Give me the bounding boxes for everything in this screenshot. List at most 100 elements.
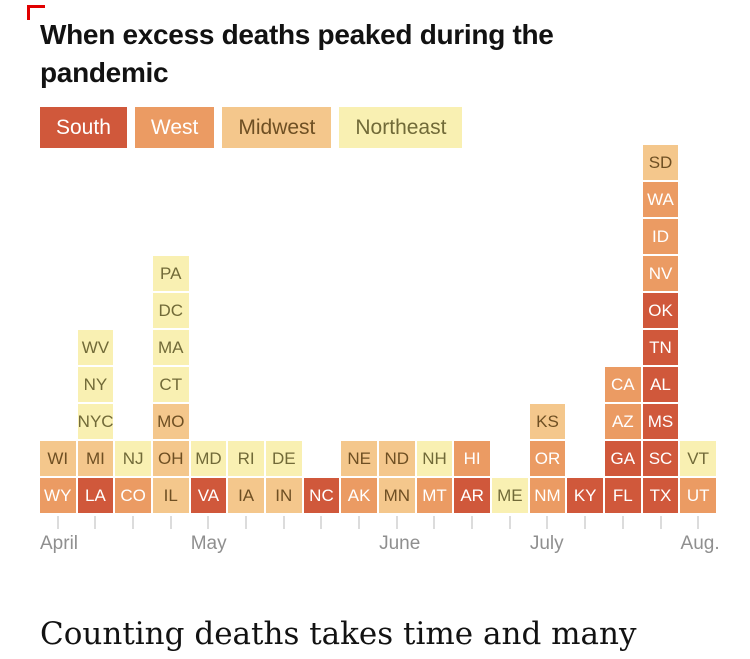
axis-tick-slot <box>567 516 603 529</box>
state-cell-ma: MA <box>153 330 189 365</box>
state-cell-pa: PA <box>153 256 189 291</box>
axis-tick-slot <box>492 516 528 529</box>
axis-tick-slot <box>191 516 227 529</box>
month-label-july: July <box>529 533 564 554</box>
state-cell-tn: TN <box>642 330 679 365</box>
excess-deaths-chart: WY WI LA MI NYC NY WV CO NJ IL OH MO CT MA DC PA VA MD IA R… <box>40 140 716 513</box>
state-cell-md: MD <box>190 441 227 476</box>
state-cell-id: ID <box>642 219 679 254</box>
axis-tick <box>282 516 285 529</box>
axis-tick <box>56 516 59 529</box>
region-legend: South West Midwest Northeast <box>40 107 463 148</box>
state-cell-la: LA <box>77 478 114 513</box>
state-cell-ia: IA <box>228 478 264 513</box>
x-axis-ticks <box>40 516 716 529</box>
axis-tick-slot <box>40 516 76 529</box>
week-column: IL OH MO CT MA DC PA <box>153 256 189 513</box>
axis-tick <box>584 516 587 529</box>
chart-title-line2: pandemic <box>40 57 169 88</box>
state-cell-mn: MN <box>379 478 415 513</box>
month-label-aug: Aug. <box>680 533 720 554</box>
state-cell-va: VA <box>190 478 227 513</box>
state-cell-me: ME <box>492 478 528 513</box>
axis-tick-slot <box>115 516 151 529</box>
axis-tick <box>395 516 398 529</box>
axis-tick <box>508 516 511 529</box>
axis-tick-slot <box>530 516 566 529</box>
state-cell-ut: UT <box>680 478 716 513</box>
week-column: CO NJ <box>115 441 151 513</box>
state-cell-nj: NJ <box>115 441 151 476</box>
legend-chip-midwest: Midwest <box>222 107 332 148</box>
axis-tick <box>697 516 700 529</box>
state-cell-or: OR <box>529 441 566 476</box>
state-cell-il: IL <box>153 478 189 513</box>
week-column: UT VT <box>680 441 716 513</box>
axis-tick <box>207 516 210 529</box>
state-cell-mi: MI <box>77 441 114 476</box>
axis-tick-slot <box>454 516 490 529</box>
state-cell-vt: VT <box>680 441 716 476</box>
legend-chip-south: South <box>40 107 127 148</box>
state-cell-oh: OH <box>153 441 189 476</box>
week-column: AK NE <box>341 441 377 513</box>
state-cell-wi: WI <box>40 441 76 476</box>
body-headline: Counting deaths takes time and many <box>40 616 637 652</box>
chart-title-line1: When excess deaths peaked during the <box>40 19 554 50</box>
week-column: FL GA AZ CA <box>605 367 641 513</box>
week-column: AR HI <box>454 441 490 513</box>
state-cell-ne: NE <box>341 441 377 476</box>
state-cell-wv: WV <box>77 330 114 365</box>
state-cell-wy: WY <box>40 478 76 513</box>
week-column: NM OR KS <box>529 404 566 513</box>
axis-tick <box>132 516 135 529</box>
axis-tick-slot <box>680 516 716 529</box>
state-cell-dc: DC <box>153 293 189 328</box>
legend-label-northeast: Northeast <box>355 115 447 139</box>
month-label-april: April <box>40 533 79 554</box>
axis-tick-slot <box>643 516 679 529</box>
axis-tick-slot <box>417 516 453 529</box>
state-cell-sd: SD <box>642 145 679 180</box>
week-column: TX SC MS AL TN OK NV ID WA SD <box>642 145 679 513</box>
state-cell-wa: WA <box>642 182 679 217</box>
axis-tick-slot <box>341 516 377 529</box>
week-column: KY <box>567 478 603 513</box>
legend-chip-west: West <box>134 107 215 148</box>
axis-tick <box>621 516 624 529</box>
week-column: MT NH <box>416 441 453 513</box>
axis-tick <box>471 516 474 529</box>
state-cell-nyc: NYC <box>77 404 114 439</box>
month-label-june: June <box>379 533 421 554</box>
state-cell-ct: CT <box>153 367 189 402</box>
state-cell-mo: MO <box>153 404 189 439</box>
week-column: LA MI NYC NY WV <box>77 330 114 513</box>
axis-tick-slot <box>153 516 189 529</box>
state-cell-fl: FL <box>605 478 641 513</box>
state-cell-ky: KY <box>567 478 603 513</box>
red-corner-icon <box>27 5 45 20</box>
axis-tick-slot <box>605 516 641 529</box>
week-column: IN DE <box>266 441 302 513</box>
axis-tick <box>320 516 323 529</box>
axis-tick <box>169 516 172 529</box>
state-cell-ri: RI <box>228 441 264 476</box>
state-cell-nc: NC <box>303 478 340 513</box>
week-column: VA MD <box>190 441 227 513</box>
week-column: IA RI <box>228 441 264 513</box>
state-cell-ak: AK <box>341 478 377 513</box>
state-cell-nm: NM <box>529 478 566 513</box>
state-cell-in: IN <box>266 478 302 513</box>
legend-label-west: West <box>150 115 199 139</box>
state-cell-ks: KS <box>529 404 566 439</box>
week-column: MN ND <box>379 441 415 513</box>
axis-tick-slot <box>228 516 264 529</box>
chart-title: When excess deaths peaked during the pan… <box>40 16 720 92</box>
x-axis-month-labels: April May June July Aug. <box>0 533 750 559</box>
axis-tick-slot <box>78 516 114 529</box>
axis-tick-slot <box>304 516 340 529</box>
state-cell-nh: NH <box>416 441 453 476</box>
state-cell-ny: NY <box>77 367 114 402</box>
state-cell-az: AZ <box>605 404 641 439</box>
state-cell-sc: SC <box>642 441 679 476</box>
